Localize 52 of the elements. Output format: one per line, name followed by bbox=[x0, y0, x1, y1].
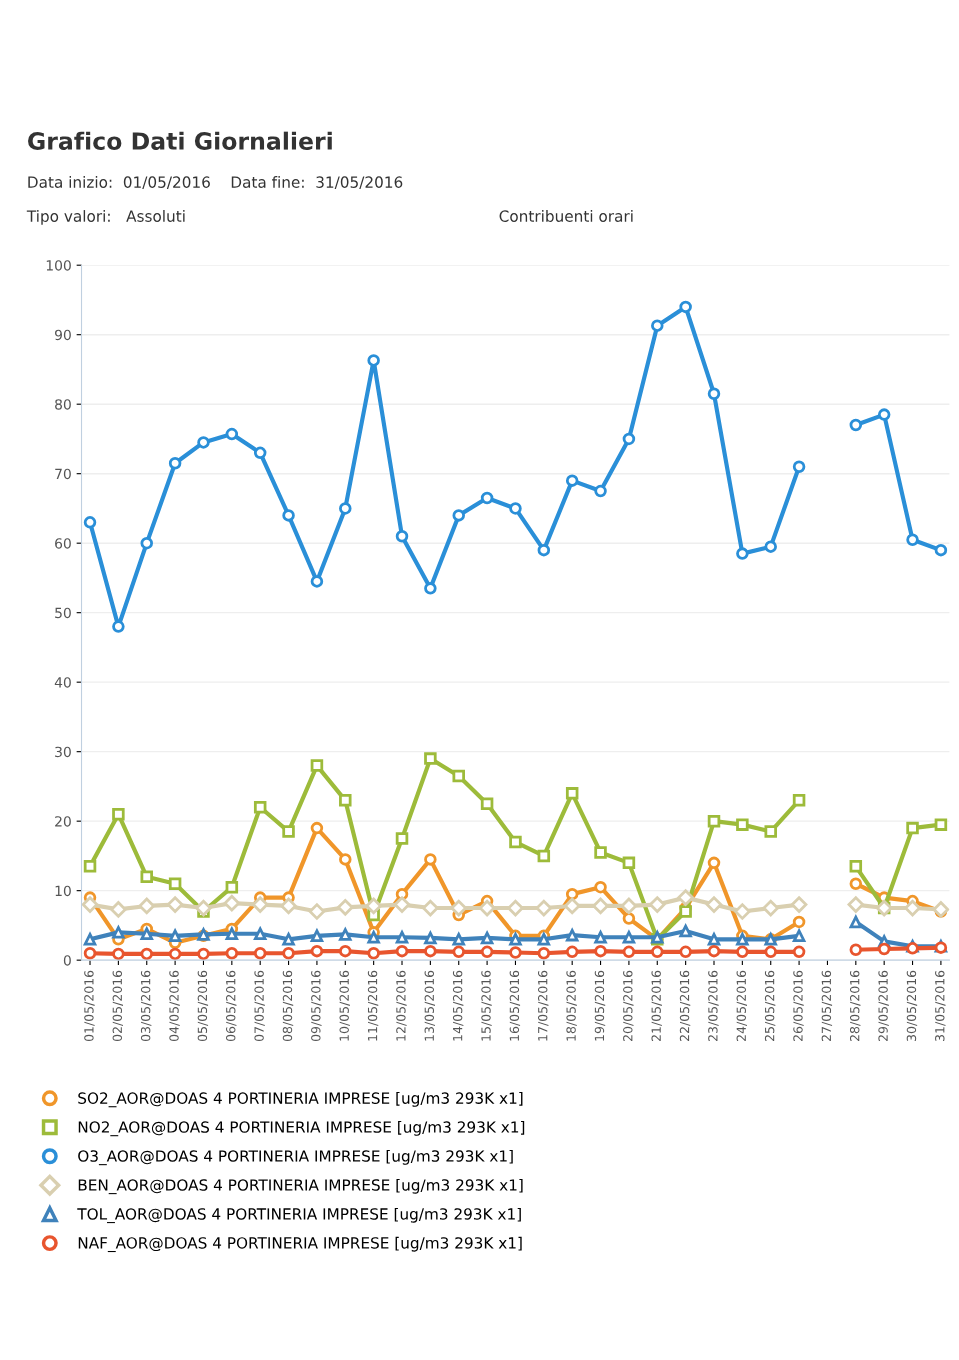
legend-label: SO2_AOR@DOAS 4 PORTINERIA IMPRESE [ug/m3 293K x1] bbox=[78, 1092, 523, 1108]
y-tick-label: 90 bbox=[54, 329, 71, 341]
y-tick-label: 20 bbox=[55, 816, 71, 827]
x-tick-label: 23/05/2016 bbox=[708, 970, 719, 1042]
y-tick-label: 10 bbox=[55, 885, 71, 897]
y-tick-label: 100 bbox=[46, 260, 71, 271]
x-tick-label: 16/05/2016 bbox=[509, 970, 521, 1041]
x-tick-label: 14/05/2016 bbox=[452, 970, 464, 1041]
x-tick-label: 12/05/2016 bbox=[396, 970, 407, 1041]
y-tick-label: 50 bbox=[55, 607, 71, 619]
x-tick-label: 19/05/2016 bbox=[594, 970, 606, 1041]
legend-label: TOL_AOR@DOAS 4 PORTINERIA IMPRESE [ug/m3 293K x1] bbox=[77, 1207, 521, 1224]
legend-label: BEN_AOR@DOAS 4 PORTINERIA IMPRESE [ug/m3 293K x1] bbox=[78, 1178, 523, 1195]
x-tick-label: 04/05/2016 bbox=[169, 970, 180, 1042]
x-tick-label: 02/05/2016 bbox=[112, 970, 123, 1042]
text: Tipo valori: Assoluti bbox=[26, 210, 185, 225]
x-tick-label: 11/05/2016 bbox=[367, 970, 379, 1041]
x-tick-label: 28/05/2016 bbox=[849, 970, 861, 1042]
x-tick-label: 29/05/2016 bbox=[878, 970, 889, 1042]
y-tick-label: 30 bbox=[55, 746, 71, 758]
y-tick-label: 40 bbox=[54, 677, 71, 688]
legend-label: NO2_AOR@DOAS 4 PORTINERIA IMPRESE [ug/m3 293K x1] bbox=[78, 1121, 525, 1137]
x-tick-label: 17/05/2016 bbox=[538, 970, 549, 1041]
y-tick-label: 0 bbox=[63, 955, 71, 966]
x-tick-label: 18/05/2016 bbox=[566, 970, 577, 1041]
x-tick-label: 03/05/2016 bbox=[140, 970, 152, 1042]
x-tick-label: 20/05/2016 bbox=[623, 970, 634, 1042]
x-tick-label: 22/05/2016 bbox=[679, 970, 691, 1042]
legend-label: O3_AOR@DOAS 4 PORTINERIA IMPRESE [ug/m3 293K x1] bbox=[78, 1149, 513, 1166]
x-tick-label: 31/05/2016 bbox=[935, 970, 946, 1041]
x-tick-label: 08/05/2016 bbox=[282, 970, 294, 1042]
x-tick-label: 09/05/2016 bbox=[311, 970, 322, 1042]
y-tick-label: 60 bbox=[55, 538, 71, 549]
text: Contribuenti orari bbox=[499, 210, 633, 222]
x-tick-label: 01/05/2016 bbox=[84, 970, 95, 1042]
x-tick-label: 30/05/2016 bbox=[906, 970, 918, 1041]
x-tick-label: 15/05/2016 bbox=[481, 970, 492, 1041]
x-tick-label: 06/05/2016 bbox=[226, 970, 237, 1042]
x-tick-label: 25/05/2016 bbox=[764, 970, 776, 1042]
x-tick-label: 07/05/2016 bbox=[254, 970, 265, 1042]
y-tick-label: 80 bbox=[55, 399, 71, 410]
legend-label: NAF_AOR@DOAS 4 PORTINERIA IMPRESE [ug/m3 293K x1] bbox=[78, 1236, 522, 1253]
y-tick-label: 70 bbox=[55, 468, 71, 480]
x-tick-label: 13/05/2016 bbox=[424, 970, 435, 1041]
x-tick-label: 26/05/2016 bbox=[793, 970, 804, 1042]
x-tick-label: 10/05/2016 bbox=[339, 970, 350, 1041]
x-tick-label: 05/05/2016 bbox=[197, 970, 209, 1042]
x-tick-label: 24/05/2016 bbox=[736, 970, 747, 1042]
chart-subtitle: Data inizio: 01/05/2016 Data fine: 31/05/2016 bbox=[28, 176, 403, 190]
x-tick-label: 21/05/2016 bbox=[651, 970, 662, 1042]
x-tick-label: 27/05/2016 bbox=[821, 970, 833, 1042]
chart-title: Grafico Dati Giornalieri bbox=[28, 131, 332, 150]
